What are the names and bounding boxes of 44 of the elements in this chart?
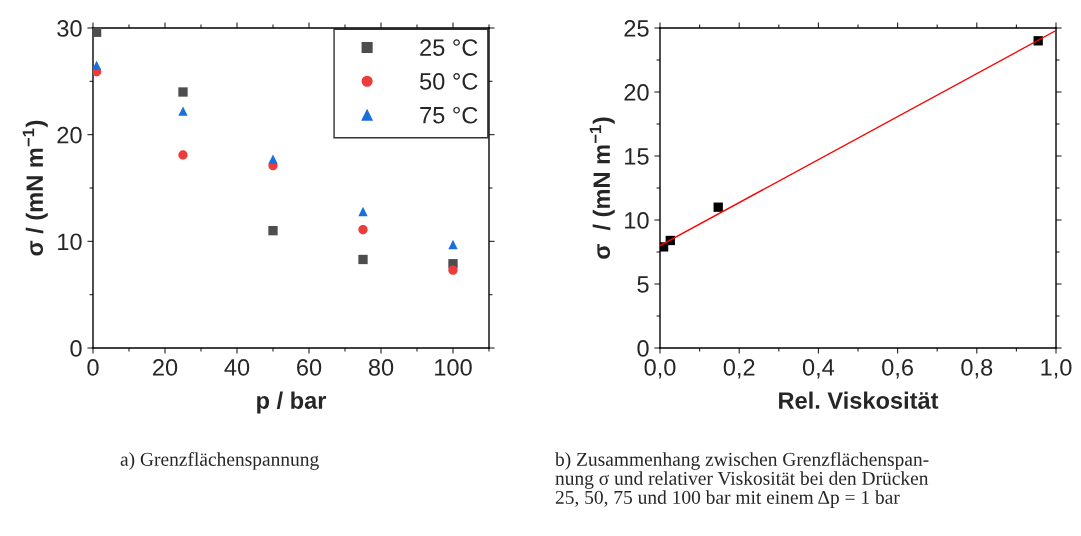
y-tick-label: 10: [625, 212, 649, 229]
x-axis-title: p / bar: [257, 391, 327, 414]
x-tick-label: 100: [435, 359, 472, 376]
x-tick-label: 0,2: [723, 359, 755, 379]
point: [178, 150, 188, 160]
point: [93, 28, 102, 37]
legend-label: 50 °C: [420, 73, 478, 90]
y-tick-label: 25: [624, 20, 649, 37]
x-tick-label: 0,6: [882, 359, 913, 379]
text: b) Zusammenhang zwischen Grenzflächenspan- nung σ und relativer Viskosität bei den Drücken 25, 50, 75 und 100 bar mit einem Δp = 1 bar: [555, 452, 929, 508]
point: [178, 106, 188, 116]
y-tick-label: 10: [58, 233, 82, 251]
point: [358, 254, 368, 265]
point: [358, 224, 368, 235]
y-tick-label: 30: [57, 20, 82, 37]
x-axis-title: Rel. Viskosität: [779, 391, 939, 409]
y-tick-label: 20: [624, 84, 649, 101]
point: [93, 60, 102, 70]
x-tick-label: 0,0: [644, 359, 676, 379]
x-tick-label: 0,4: [802, 359, 835, 379]
x-tick-label: 0,8: [961, 359, 993, 379]
point: [268, 226, 278, 236]
point: [178, 87, 188, 97]
y-tick-label: 15: [625, 148, 649, 165]
x-tick-label: 80: [368, 359, 394, 376]
point: [713, 202, 723, 212]
x-tick-label: 40: [224, 359, 250, 376]
point: [448, 239, 458, 250]
legend-label: 75 °C: [420, 106, 478, 124]
y-tick-label: 0: [637, 340, 649, 357]
text: a) Grenzflächenspannung: [120, 452, 319, 470]
legend-label: 25 °C: [420, 39, 478, 56]
point: [448, 265, 458, 275]
y-tick-label: 20: [57, 126, 82, 144]
y-axis-title: σ / (mN m$^{−1}$): [22, 120, 48, 256]
y-axis-title: σ / (mN m$^{−1}$): [589, 117, 615, 259]
x-tick-label: 1,0: [1041, 359, 1072, 379]
y-tick-label: 5: [637, 276, 649, 293]
point: [268, 154, 278, 164]
x-tick-label: 0: [87, 359, 99, 376]
x-tick-label: 20: [153, 359, 178, 376]
point: [358, 206, 368, 217]
x-tick-label: 60: [297, 359, 322, 376]
y-tick-label: 0: [70, 340, 82, 357]
